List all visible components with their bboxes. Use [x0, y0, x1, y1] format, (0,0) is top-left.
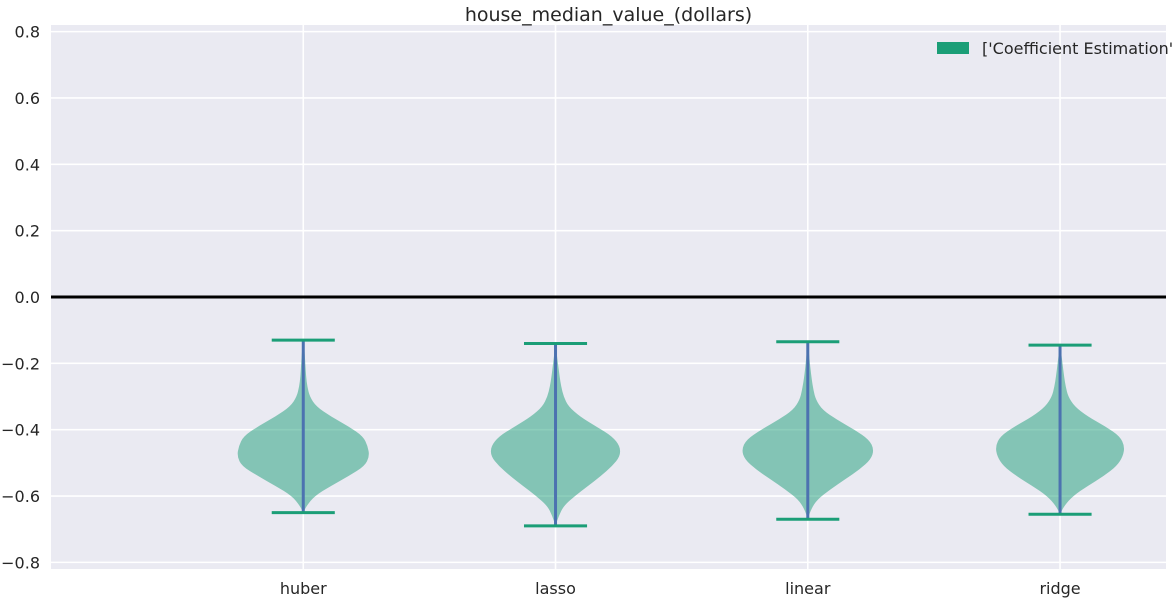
y-tick-label: −0.2 — [1, 354, 40, 373]
legend: ['Coefficient Estimation'] — [937, 39, 1173, 58]
y-tick-label: −0.6 — [1, 487, 40, 506]
x-tick-label: lasso — [535, 579, 576, 598]
y-tick-label: 0.8 — [15, 23, 40, 42]
legend-swatch — [937, 42, 969, 54]
y-axis-ticks: −0.8 −0.6 −0.4 −0.2 0.0 0.2 0.4 0.6 0.8 — [1, 23, 40, 573]
y-tick-label: 0.4 — [15, 155, 40, 174]
y-tick-label: 0.0 — [15, 288, 40, 307]
legend-label: ['Coefficient Estimation'] — [982, 39, 1173, 58]
chart-title: house_median_value_(dollars) — [465, 4, 752, 26]
x-tick-label: linear — [785, 579, 831, 598]
y-tick-label: −0.4 — [1, 421, 40, 440]
y-tick-label: 0.6 — [15, 89, 40, 108]
x-axis-ticks: huber lasso linear ridge — [280, 579, 1081, 598]
x-tick-label: ridge — [1039, 579, 1080, 598]
violins — [237, 338, 1124, 528]
x-tick-label: huber — [280, 579, 327, 598]
y-tick-label: 0.2 — [15, 222, 40, 241]
y-tick-label: −0.8 — [1, 553, 40, 572]
